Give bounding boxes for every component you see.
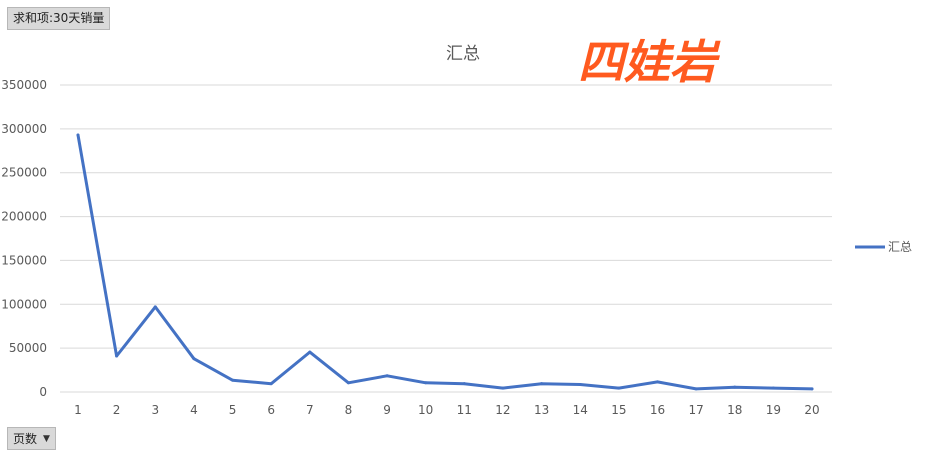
data-point [385,374,389,378]
handwritten-watermark: 四娃岩 [578,35,721,89]
data-point [231,378,235,382]
data-point [269,382,273,386]
x-tick-label: 18 [727,403,742,417]
x-axis-ticks: 1 2 3 4 5 6 7 8 9 10 11 12 13 14 15 16 17 18 19 20 [74,403,819,417]
data-point [192,357,196,361]
data-point [501,386,505,390]
dropdown-arrow-icon: ▼ [43,433,50,444]
x-tick-label: 8 [345,403,353,417]
data-point [733,385,737,389]
y-tick-label: 250000 [1,166,47,180]
data-point [115,354,119,358]
x-tick-label: 19 [766,403,781,417]
x-tick-label: 7 [306,403,314,417]
x-tick-label: 17 [688,403,703,417]
pivot-value-field-label: 求和项:30天销量 [13,11,105,25]
data-point [76,133,80,137]
data-point [771,386,775,390]
x-tick-label: 6 [267,403,275,417]
y-tick-label: 150000 [1,253,47,267]
y-tick-label: 50000 [9,341,47,355]
chart-title: 汇总 [446,44,480,64]
pivot-row-field-label: 页数 [13,431,38,446]
data-point [694,387,698,391]
legend-label: 汇总 [888,240,912,254]
x-tick-label: 15 [611,403,626,417]
x-tick-label: 4 [190,403,198,417]
x-tick-label: 20 [804,403,819,417]
data-point [153,305,157,309]
x-tick-label: 13 [534,403,549,417]
legend: 汇总 [855,240,912,254]
data-point [578,383,582,387]
y-axis-ticks: 0 50000 100000 150000 200000 250000 300000 3500… [1,78,47,399]
gridlines [60,84,832,393]
data-point [655,380,659,384]
data-point [617,386,621,390]
x-tick-label: 1 [74,403,82,417]
data-point [308,350,312,354]
y-tick-label: 0 [39,385,47,399]
pivot-value-field-button[interactable]: 求和项:30天销量 [7,7,111,30]
data-point [462,382,466,386]
x-tick-label: 9 [383,403,391,417]
x-tick-label: 11 [457,403,472,417]
y-tick-label: 200000 [1,210,47,224]
x-tick-label: 5 [229,403,237,417]
data-point [810,387,814,391]
x-tick-label: 3 [151,403,159,417]
y-tick-label: 350000 [1,78,47,92]
series-points [76,133,814,391]
series-line-huizong [76,133,814,391]
x-tick-label: 14 [573,403,588,417]
y-tick-label: 100000 [1,297,47,311]
x-tick-label: 16 [650,403,665,417]
y-tick-label: 300000 [1,122,47,136]
data-point [540,382,544,386]
x-tick-label: 10 [418,403,433,417]
x-tick-label: 12 [495,403,510,417]
data-point [346,381,350,385]
data-point [424,381,428,385]
pivot-row-field-button[interactable]: 页数 ▼ [7,427,56,450]
x-tick-label: 2 [113,403,121,417]
